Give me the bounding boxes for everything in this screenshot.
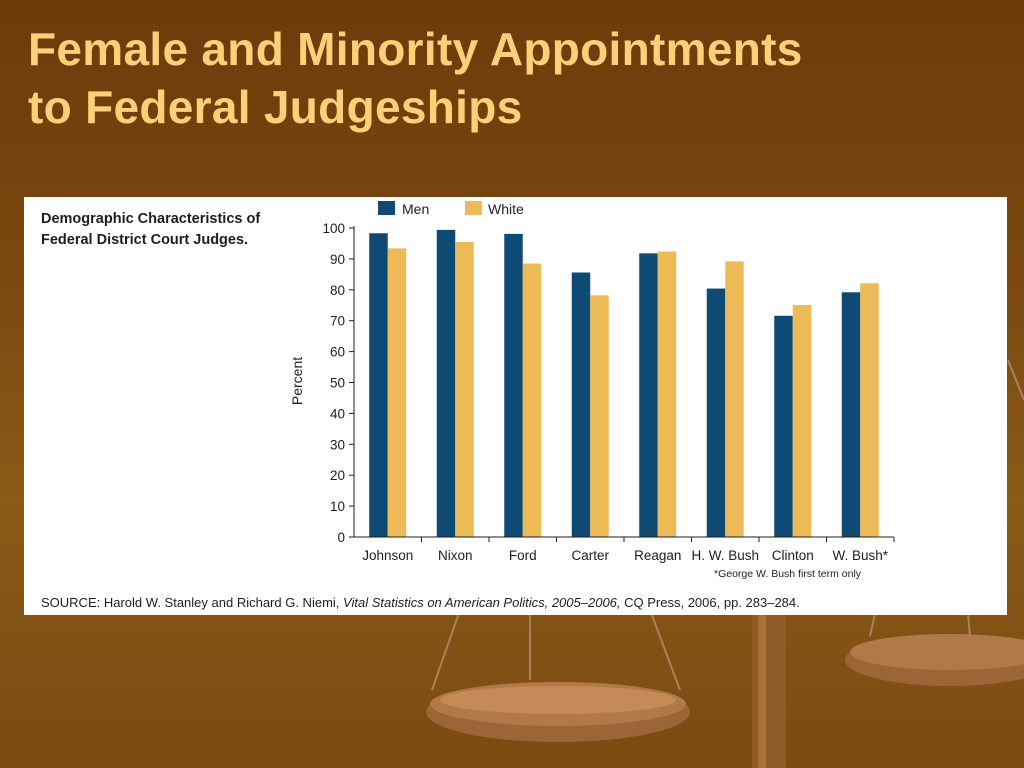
chart-legend: Men White — [378, 201, 524, 217]
bar-chart: Men White Percent 0 10 20 30 40 50 60 70 80 90 100… — [289, 201, 895, 563]
y-tick-label: 40 — [330, 406, 345, 421]
x-tick-label: W. Bush* — [832, 548, 888, 563]
y-tick-label: 70 — [330, 314, 345, 329]
source-label: SOURCE: — [41, 595, 101, 610]
y-axis-label: Percent — [289, 357, 305, 405]
bar-men-clinton — [774, 315, 793, 537]
x-tick-label: Reagan — [634, 548, 681, 563]
source-authors: Harold W. Stanley and Richard G. Niemi, — [103, 595, 340, 610]
x-axis: Johnson Nixon Ford Carter Reagan H. W. Bush Cl… — [354, 536, 895, 563]
source-publisher: CQ Press, 2006, pp. 283–284. — [624, 595, 800, 610]
bar-men-reagan — [639, 253, 658, 537]
x-tick-label: Johnson — [362, 548, 413, 563]
bar-men-ford — [504, 233, 523, 537]
y-tick-label: 20 — [330, 468, 345, 483]
legend-swatch-men — [378, 201, 395, 215]
legend-label-men: Men — [402, 201, 429, 217]
x-tick-label: Carter — [571, 548, 609, 563]
x-tick-label: Nixon — [438, 548, 473, 563]
bar-white-ford — [522, 263, 542, 537]
chart-heading-line-1: Demographic Characteristics of — [41, 211, 261, 227]
bar-white-carter — [590, 295, 609, 537]
y-tick-label: 80 — [330, 283, 345, 298]
y-tick-label: 90 — [330, 252, 345, 267]
chart-heading: Demographic Characteristics of Federal D… — [41, 209, 306, 251]
y-axis: 0 10 20 30 40 50 60 70 80 90 100 — [322, 221, 355, 545]
legend-swatch-white — [465, 201, 482, 215]
bar-white-reagan — [657, 251, 677, 537]
bar-men-carter — [571, 272, 591, 537]
chart-heading-line-2: Federal District Court Judges. — [41, 232, 249, 248]
y-tick-label: 50 — [330, 376, 345, 391]
source-citation: SOURCE: Harold W. Stanley and Richard G.… — [41, 595, 991, 610]
bar-white-clinton — [792, 304, 812, 537]
chart-panel: Demographic Characteristics of Federal D… — [24, 197, 1007, 615]
y-tick-label: 100 — [322, 221, 345, 236]
title-line-1: Female and Minority Appointments — [28, 23, 803, 75]
bar-men-nixon — [436, 229, 456, 537]
source-book-title: Vital Statistics on American Politics, 2… — [343, 595, 621, 610]
y-tick-label: 60 — [330, 345, 345, 360]
y-tick-label: 0 — [337, 530, 345, 545]
bar-white-johnson — [387, 248, 407, 538]
y-tick-label: 10 — [330, 499, 345, 514]
bar-men-w-bush — [841, 292, 861, 537]
legend-label-white: White — [488, 201, 524, 217]
title-line-2: to Federal Judgeships — [28, 81, 523, 133]
slide-title: Female and Minority Appointments to Fede… — [28, 20, 998, 136]
x-tick-label: Clinton — [772, 548, 814, 563]
y-tick-label: 30 — [330, 437, 345, 452]
bar-white-h-w-bush — [725, 261, 744, 537]
bar-men-h-w-bush — [706, 288, 726, 537]
x-tick-label: H. W. Bush — [691, 548, 759, 563]
bar-men-johnson — [369, 233, 388, 537]
bar-white-w-bush — [860, 283, 879, 537]
x-tick-label: Ford — [509, 548, 537, 563]
chart-footnote: *George W. Bush first term only — [714, 568, 862, 580]
bar-white-nixon — [455, 241, 474, 537]
bars — [369, 229, 879, 538]
